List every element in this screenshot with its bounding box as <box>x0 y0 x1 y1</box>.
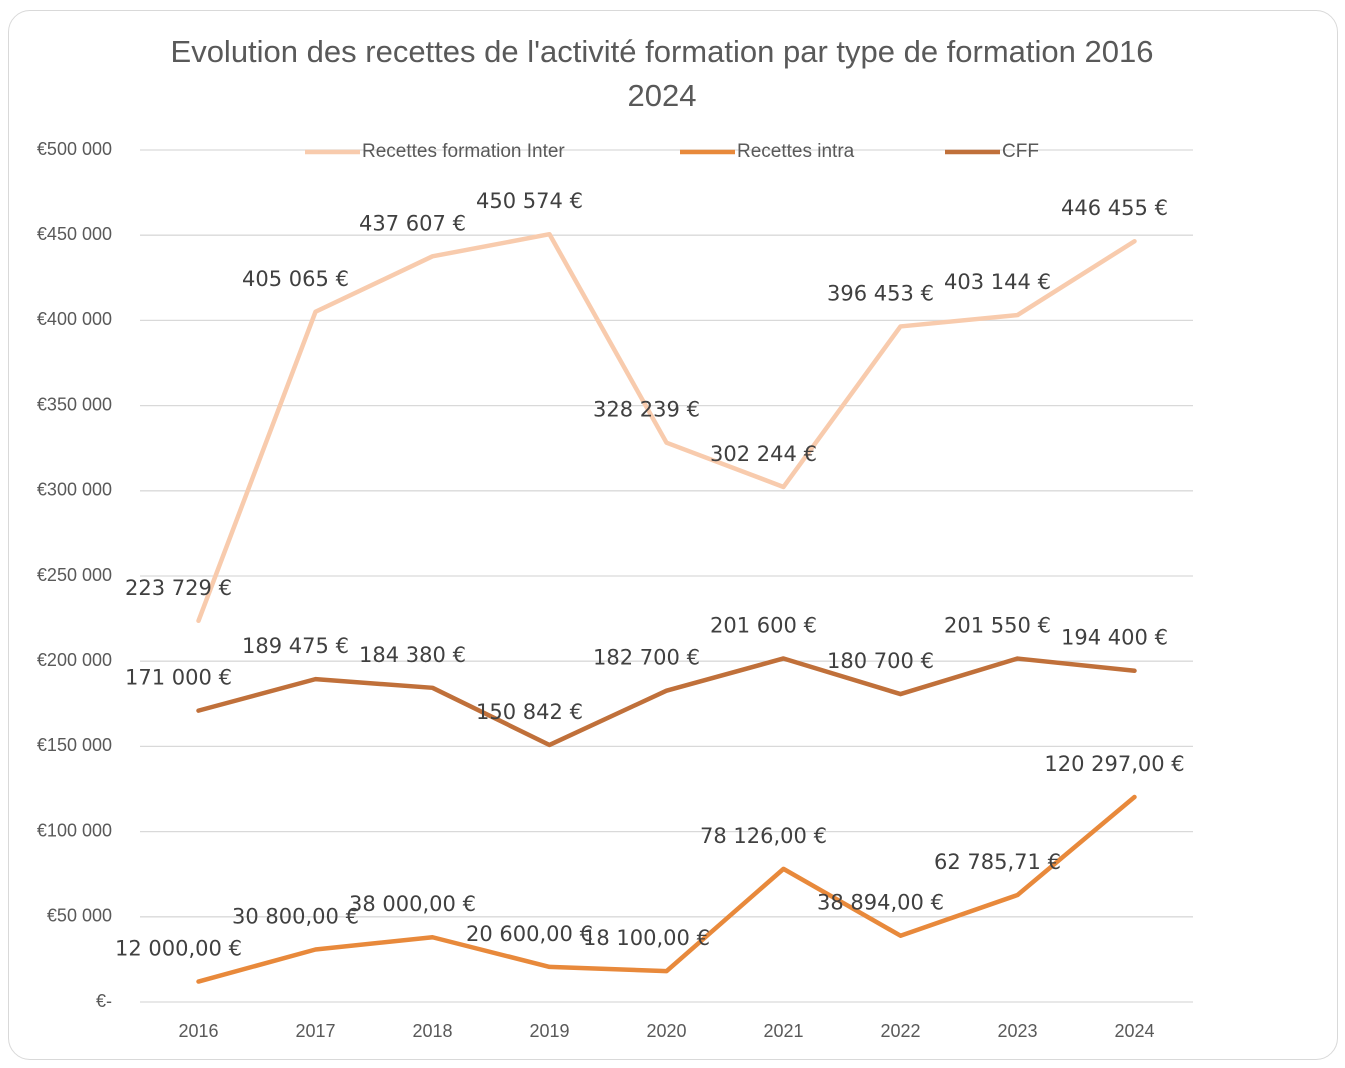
data-label: 182 700 € <box>593 646 700 670</box>
series-line <box>196 656 1137 748</box>
x-tick-label: 2020 <box>646 1021 686 1041</box>
data-label: 194 400 € <box>1061 626 1168 650</box>
data-label: 62 785,71 € <box>934 850 1061 874</box>
data-label: 189 475 € <box>242 634 349 658</box>
x-tick-label: 2017 <box>295 1021 335 1041</box>
x-tick-label: 2016 <box>178 1021 218 1041</box>
x-tick-label: 2018 <box>412 1021 452 1041</box>
x-tick-label: 2021 <box>763 1021 803 1041</box>
data-label: 18 100,00 € <box>583 926 710 950</box>
y-tick-label: €150 000 <box>37 735 112 755</box>
data-label: 223 729 € <box>125 576 232 600</box>
data-label: 403 144 € <box>944 270 1051 294</box>
x-tick-label: 2019 <box>529 1021 569 1041</box>
x-tick-label: 2024 <box>1114 1021 1154 1041</box>
data-label: 184 380 € <box>359 643 466 667</box>
data-label: 30 800,00 € <box>232 905 359 929</box>
data-label: 437 607 € <box>359 211 466 235</box>
y-tick-label: €50 000 <box>47 906 112 926</box>
x-tick-label: 2022 <box>880 1021 920 1041</box>
data-label: 450 574 € <box>476 189 583 213</box>
data-label: 201 600 € <box>710 613 817 637</box>
data-label: 180 700 € <box>827 649 934 673</box>
data-label: 12 000,00 € <box>115 937 242 961</box>
y-tick-label: €300 000 <box>37 480 112 500</box>
y-tick-label: €350 000 <box>37 394 112 414</box>
y-tick-label: €450 000 <box>37 224 112 244</box>
data-label: 405 065 € <box>242 267 349 291</box>
y-tick-label: €200 000 <box>37 650 112 670</box>
y-tick-label: €- <box>96 991 112 1011</box>
data-label: 120 297,00 € <box>1044 752 1184 776</box>
series-line <box>196 231 1137 624</box>
data-label: 38 894,00 € <box>817 891 944 915</box>
data-label: 328 239 € <box>593 398 700 422</box>
chart-title: Evolution des recettes de l'activité for… <box>170 34 1154 113</box>
y-tick-label: €250 000 <box>37 565 112 585</box>
data-label: 171 000 € <box>125 666 232 690</box>
data-label: 396 453 € <box>827 281 934 305</box>
data-label: 20 600,00 € <box>466 922 593 946</box>
data-label: 201 550 € <box>944 614 1051 638</box>
y-tick-label: €400 000 <box>37 309 112 329</box>
legend-label: Recettes formation Inter <box>362 141 565 162</box>
x-tick-label: 2023 <box>997 1021 1037 1041</box>
data-label: 38 000,00 € <box>349 892 476 916</box>
legend-label: Recettes intra <box>737 141 855 162</box>
y-tick-label: €500 000 <box>37 139 112 159</box>
y-tick-label: €100 000 <box>37 820 112 840</box>
chart-frame <box>8 10 1338 1060</box>
data-label: 446 455 € <box>1061 196 1168 220</box>
data-label: 302 244 € <box>710 442 817 466</box>
data-label: 150 842 € <box>476 700 583 724</box>
legend-label: CFF <box>1002 141 1039 162</box>
series-line <box>196 794 1137 984</box>
data-label: 78 126,00 € <box>700 824 827 848</box>
